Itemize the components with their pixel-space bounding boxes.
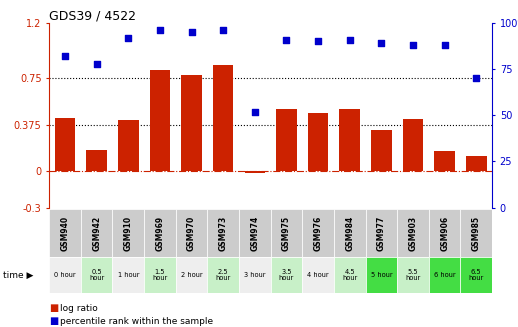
Text: GSM940: GSM940 — [61, 215, 69, 250]
Point — [314, 39, 322, 44]
Bar — [334, 209, 366, 257]
Bar — [397, 209, 429, 257]
Text: time ▶: time ▶ — [3, 270, 33, 280]
Bar — [366, 257, 397, 293]
Bar — [207, 209, 239, 257]
Bar — [270, 257, 303, 293]
Bar — [181, 75, 202, 171]
Bar — [276, 109, 297, 171]
Text: ■: ■ — [49, 303, 59, 313]
Text: GSM903: GSM903 — [409, 215, 418, 250]
Bar — [366, 209, 397, 257]
Point — [377, 41, 385, 46]
Text: 5.5
hour: 5.5 hour — [406, 269, 421, 281]
Bar — [144, 257, 176, 293]
Bar — [176, 257, 207, 293]
Text: GSM977: GSM977 — [377, 215, 386, 251]
Point — [61, 54, 69, 59]
Bar — [402, 119, 423, 171]
Bar — [303, 209, 334, 257]
Bar — [461, 209, 492, 257]
Text: 6 hour: 6 hour — [434, 272, 455, 278]
Bar — [239, 209, 270, 257]
Bar — [176, 209, 207, 257]
Point — [219, 28, 227, 33]
Bar — [81, 209, 112, 257]
Bar — [112, 209, 144, 257]
Text: GDS39 / 4522: GDS39 / 4522 — [49, 10, 136, 23]
Bar — [207, 257, 239, 293]
Bar — [49, 209, 81, 257]
Text: 6.5
hour: 6.5 hour — [469, 269, 484, 281]
Text: GSM974: GSM974 — [250, 215, 260, 250]
Point — [440, 43, 449, 48]
Point — [156, 28, 164, 33]
Bar — [466, 156, 486, 171]
Bar — [303, 257, 334, 293]
Bar — [339, 109, 360, 171]
Bar — [150, 70, 170, 171]
Text: GSM976: GSM976 — [313, 215, 323, 250]
Point — [282, 37, 291, 42]
Point — [93, 61, 101, 66]
Text: 4.5
hour: 4.5 hour — [342, 269, 357, 281]
Bar — [81, 257, 112, 293]
Bar — [87, 150, 107, 171]
Text: 3 hour: 3 hour — [244, 272, 266, 278]
Text: GSM910: GSM910 — [124, 215, 133, 250]
Point — [409, 43, 417, 48]
Text: 0.5
hour: 0.5 hour — [89, 269, 104, 281]
Bar — [112, 257, 144, 293]
Bar — [371, 130, 392, 171]
Text: 2.5
hour: 2.5 hour — [215, 269, 231, 281]
Bar — [334, 257, 366, 293]
Bar — [397, 257, 429, 293]
Text: 1 hour: 1 hour — [118, 272, 139, 278]
Text: GSM970: GSM970 — [187, 215, 196, 250]
Point — [251, 109, 259, 114]
Text: 3.5
hour: 3.5 hour — [279, 269, 294, 281]
Text: 1.5
hour: 1.5 hour — [152, 269, 167, 281]
Bar — [270, 209, 303, 257]
Point — [472, 76, 480, 81]
Text: GSM984: GSM984 — [345, 215, 354, 250]
Text: 0 hour: 0 hour — [54, 272, 76, 278]
Bar — [461, 257, 492, 293]
Bar — [429, 257, 461, 293]
Bar — [429, 209, 461, 257]
Point — [188, 29, 196, 35]
Point — [124, 35, 133, 40]
Text: GSM973: GSM973 — [219, 215, 228, 250]
Text: ■: ■ — [49, 316, 59, 326]
Bar — [144, 209, 176, 257]
Bar — [55, 118, 75, 171]
Point — [346, 37, 354, 42]
Text: GSM942: GSM942 — [92, 215, 101, 250]
Bar — [118, 120, 139, 171]
Text: log ratio: log ratio — [60, 304, 97, 313]
Text: GSM975: GSM975 — [282, 215, 291, 250]
Text: 4 hour: 4 hour — [307, 272, 329, 278]
Text: percentile rank within the sample: percentile rank within the sample — [60, 317, 213, 326]
Bar — [435, 151, 455, 171]
Bar — [239, 257, 270, 293]
Bar — [244, 171, 265, 173]
Bar — [49, 257, 81, 293]
Text: GSM969: GSM969 — [155, 215, 164, 250]
Bar — [213, 65, 234, 171]
Text: 5 hour: 5 hour — [370, 272, 392, 278]
Bar — [308, 113, 328, 171]
Text: GSM906: GSM906 — [440, 215, 449, 250]
Text: 2 hour: 2 hour — [181, 272, 203, 278]
Text: GSM985: GSM985 — [472, 215, 481, 250]
